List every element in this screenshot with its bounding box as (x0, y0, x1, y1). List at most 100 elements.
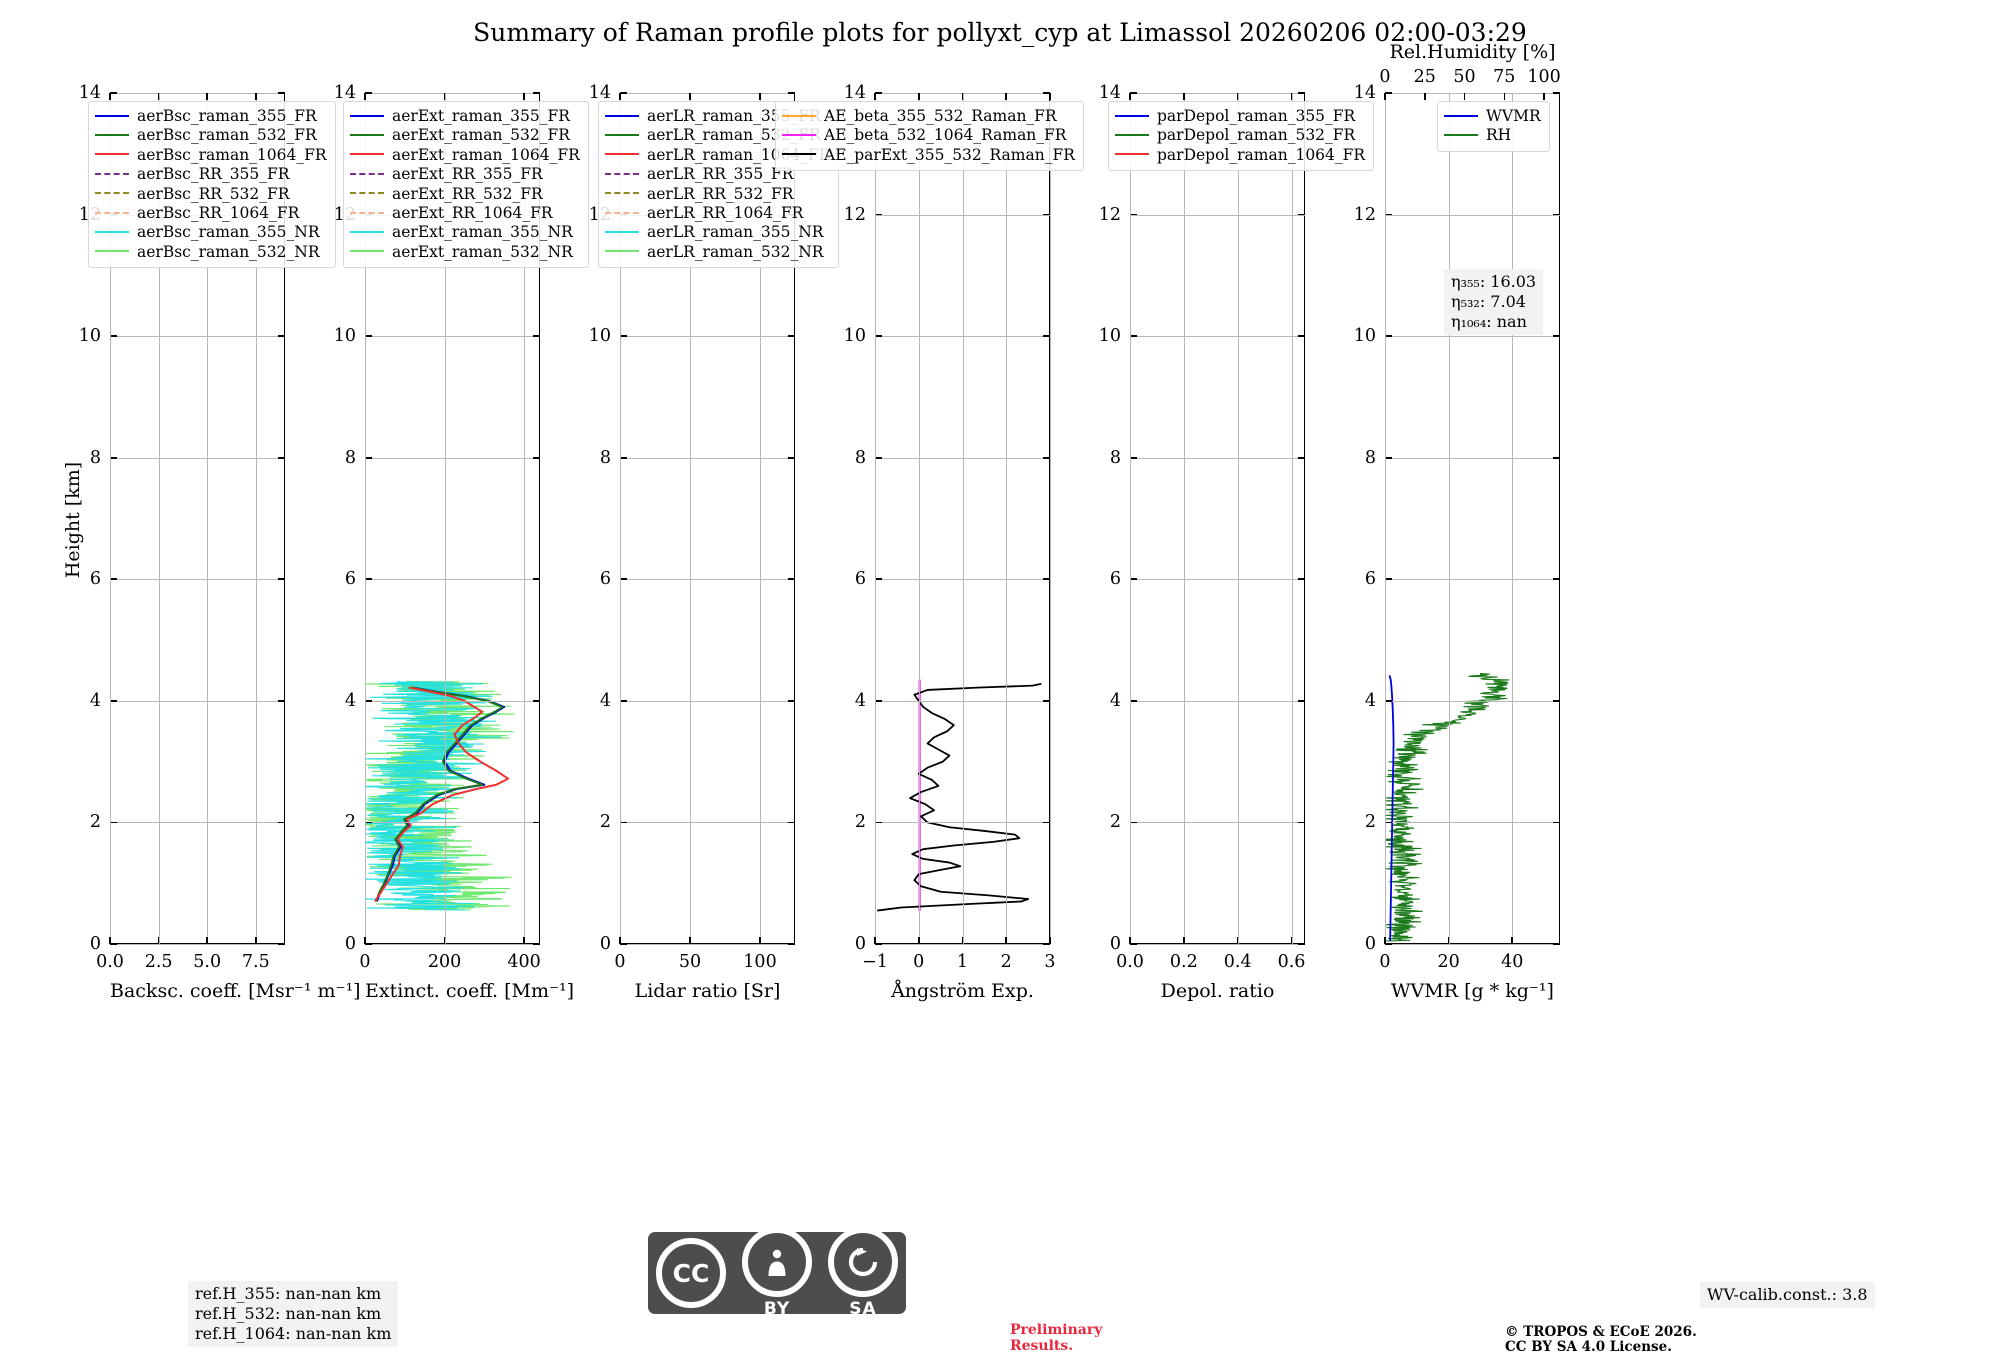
legend-lidar-ratio[interactable]: aerLR_raman_355_FR aerLR_raman_532_FR aerL… (598, 101, 840, 269)
legend-item[interactable]: aerExt_raman_1064_FR (350, 146, 580, 165)
y-tick-right (1298, 578, 1305, 581)
legend-item[interactable]: aerExt_raman_355_NR (350, 223, 580, 242)
legend-item[interactable]: aerExt_raman_532_NR (350, 243, 580, 262)
x-tick (1049, 937, 1051, 944)
y-tick (1130, 578, 1137, 581)
y-tick (365, 578, 372, 581)
legend-item[interactable]: aerBsc_raman_355_NR (95, 223, 327, 242)
legend-item[interactable]: aerBsc_RR_532_FR (95, 185, 327, 204)
y-tick-label: 8 (854, 447, 866, 468)
legend-item[interactable]: parDepol_raman_532_FR (1115, 126, 1365, 145)
y-tick-label: 2 (599, 812, 611, 833)
legend-swatch (1115, 134, 1149, 137)
y-tick (1130, 335, 1137, 337)
y-tick-label: 0 (599, 934, 611, 954)
legend-item[interactable]: aerBsc_raman_1064_FR (95, 146, 327, 165)
legend-item[interactable]: aerExt_raman_355_FR (350, 107, 580, 126)
legend-item[interactable]: aerBsc_raman_355_FR (95, 107, 327, 126)
gridline-horizontal (365, 944, 540, 945)
x-tick-top (961, 93, 964, 100)
legend-item[interactable]: aerLR_raman_532_NR (605, 243, 830, 262)
gridline-horizontal (110, 944, 285, 945)
y-tick-label: 6 (1364, 569, 1376, 590)
y-tick-right (533, 456, 540, 459)
panel-angstrom: AE_beta_355_532_Raman_FR AE_beta_532_1064… (775, 83, 1084, 1002)
legend-item[interactable]: WVMR (1444, 107, 1541, 126)
x-tick-top (1183, 93, 1185, 100)
y-tick-label: 10 (78, 326, 101, 347)
top-x-tick (1384, 93, 1386, 100)
legend-swatch (95, 192, 129, 195)
x-tick (759, 937, 761, 944)
legend-item[interactable]: AE_parExt_355_532_Raman_FR (782, 146, 1075, 165)
legend-item[interactable]: aerBsc_raman_532_NR (95, 243, 327, 262)
y-tick (620, 821, 627, 824)
legend-label: AE_beta_355_532_Raman_FR (824, 107, 1057, 125)
y-tick (365, 335, 372, 337)
y-tick-label: 8 (344, 447, 356, 468)
y-tick-label: 4 (1109, 690, 1121, 711)
legend-item[interactable]: aerExt_RR_355_FR (350, 165, 580, 184)
legend-item[interactable]: aerLR_RR_355_FR (605, 165, 830, 184)
legend-item[interactable]: aerBsc_RR_355_FR (95, 165, 327, 184)
x-tick (255, 937, 257, 944)
y-tick-label: 14 (588, 83, 611, 103)
y-tick-right (1043, 700, 1050, 702)
y-tick-label: 14 (78, 83, 101, 103)
legend-swatch (605, 250, 639, 253)
legend-angstrom[interactable]: AE_beta_355_532_Raman_FR AE_beta_532_1064… (775, 101, 1084, 172)
gridline-horizontal (110, 700, 285, 702)
x-tick-top (255, 93, 257, 100)
y-tick-label: 10 (588, 326, 611, 347)
legend-item[interactable]: AE_beta_532_1064_Raman_FR (782, 126, 1075, 145)
legend-item[interactable]: aerBsc_RR_1064_FR (95, 204, 327, 223)
legend-depol-ratio[interactable]: parDepol_raman_355_FR parDepol_raman_532_… (1108, 101, 1375, 172)
y-tick-label: 4 (599, 690, 611, 711)
legend-item[interactable]: aerExt_RR_1064_FR (350, 204, 580, 223)
x-tick-label: 0 (359, 952, 371, 972)
legend-item[interactable]: aerLR_raman_355_NR (605, 223, 830, 242)
y-tick (620, 943, 627, 945)
y-tick (875, 578, 882, 581)
legend-item[interactable]: parDepol_raman_1064_FR (1115, 146, 1365, 165)
legend-backscatter[interactable]: aerBsc_raman_355_FR aerBsc_raman_532_FR ae… (88, 101, 336, 269)
y-tick-right (1298, 943, 1305, 945)
legend-label: aerBsc_raman_355_NR (137, 223, 320, 242)
y-tick-right (788, 335, 795, 337)
legend-item[interactable]: aerLR_RR_532_FR (605, 185, 830, 204)
y-axis-title: Height [km] (62, 461, 84, 579)
legend-extinction[interactable]: aerExt_raman_355_FR aerExt_raman_532_FR ae… (343, 101, 589, 269)
y-tick-right (1043, 213, 1050, 216)
legend-item[interactable]: aerExt_raman_532_FR (350, 126, 580, 145)
x-tick-label: 0 (1379, 952, 1391, 972)
cc-license-badge[interactable]: CC BY SA (648, 1227, 906, 1319)
gridline-horizontal (110, 822, 285, 824)
legend-item[interactable]: parDepol_raman_355_FR (1115, 107, 1365, 126)
legend-item[interactable]: aerExt_RR_532_FR (350, 185, 580, 204)
legend-item[interactable]: RH (1444, 126, 1541, 145)
y-tick-right (533, 92, 540, 94)
legend-wvmr[interactable]: WVMR RH (1437, 101, 1550, 152)
y-tick-label: 10 (333, 326, 356, 347)
legend-swatch (1115, 114, 1149, 117)
y-tick-label: 4 (1364, 690, 1376, 711)
x-tick (619, 937, 621, 944)
gridline-horizontal (1130, 457, 1305, 459)
y-tick (620, 335, 627, 337)
x-tick (364, 937, 366, 944)
legend-swatch (605, 114, 639, 117)
y-tick (110, 578, 117, 581)
top-x-tick-label: 25 (1413, 67, 1436, 87)
gridline-vertical (1512, 93, 1514, 944)
legend-label: aerLR_raman_532_NR (647, 242, 824, 261)
y-tick (620, 92, 627, 94)
gridline-horizontal (365, 822, 540, 824)
gridline-horizontal (1385, 822, 1560, 824)
legend-swatch (350, 192, 384, 195)
y-tick-right (1553, 700, 1560, 702)
y-tick (875, 92, 882, 94)
legend-item[interactable]: aerBsc_raman_532_FR (95, 126, 327, 145)
legend-item[interactable]: AE_beta_355_532_Raman_FR (782, 107, 1075, 126)
x-tick-label: 40 (1501, 952, 1524, 972)
legend-item[interactable]: aerLR_RR_1064_FR (605, 204, 830, 223)
